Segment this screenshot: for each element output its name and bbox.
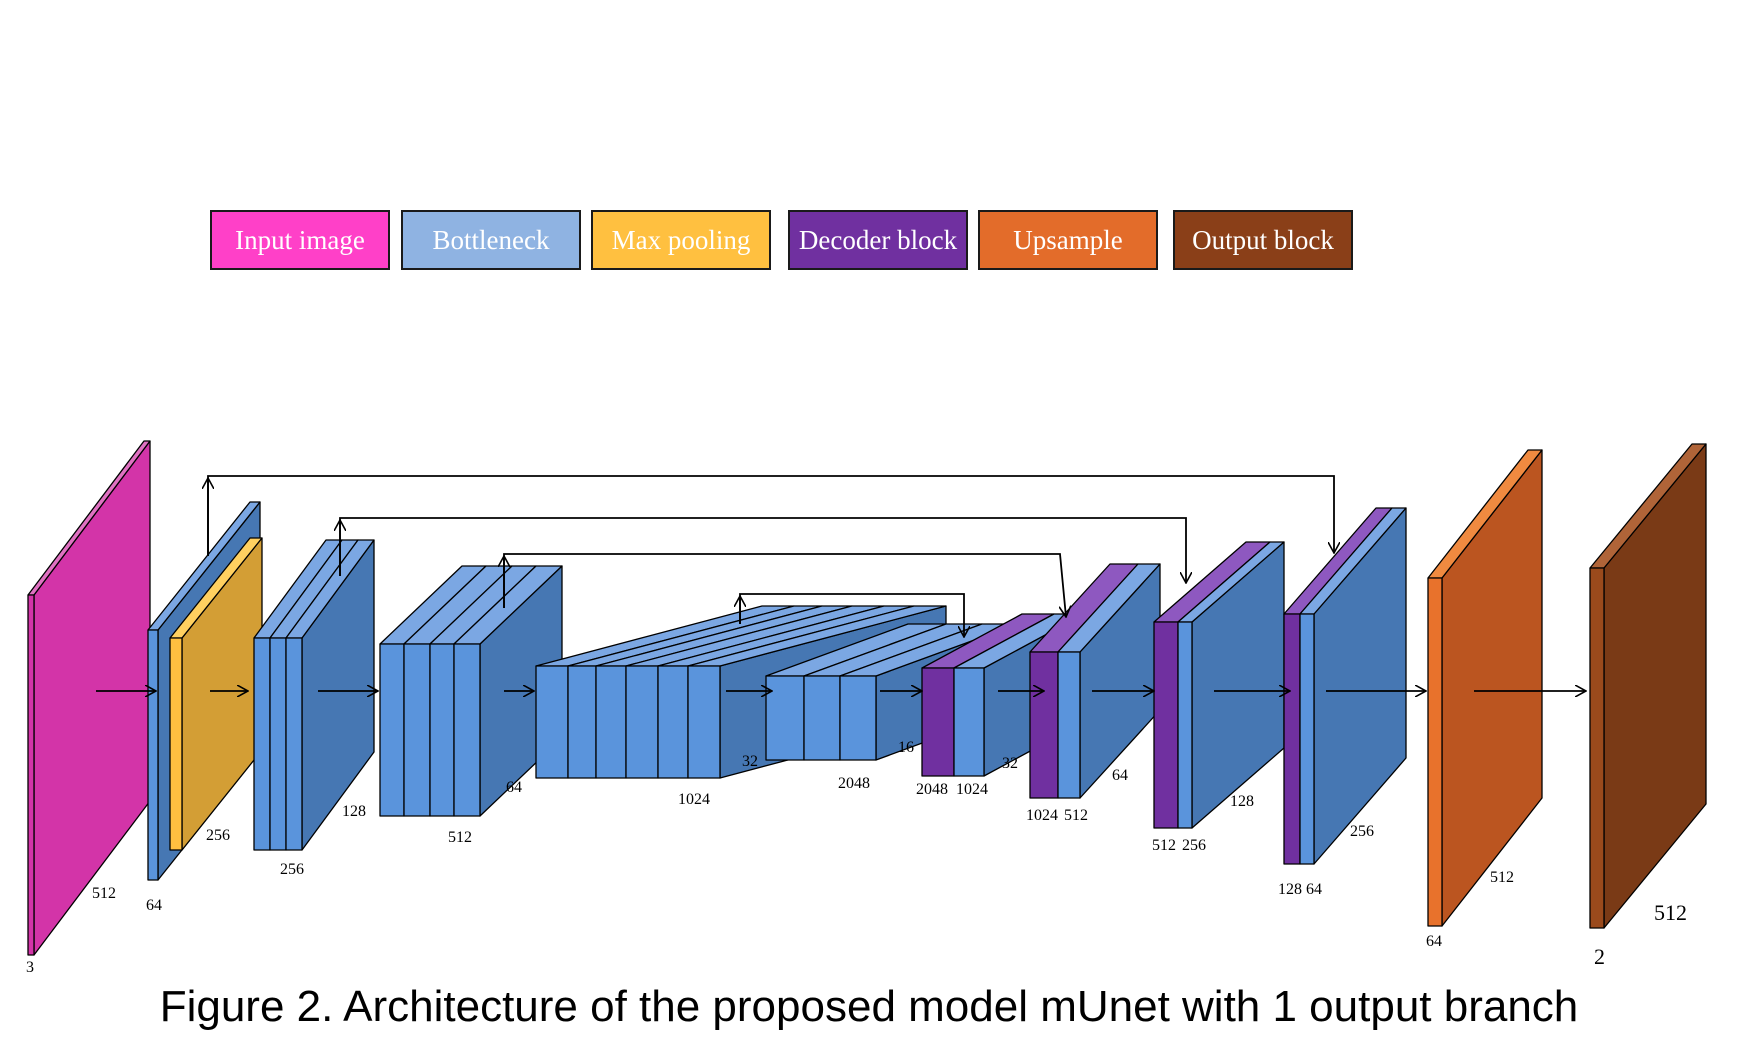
legend-decoder-block: Decoder block <box>788 210 968 270</box>
block3-bottleneck <box>379 565 563 817</box>
block4-bottleneck-front-1 <box>567 665 597 779</box>
block5-bottleneck-front-2 <box>839 675 877 761</box>
dim-block1-64: 64 <box>146 897 162 914</box>
upsample-block-side <box>1441 449 1543 927</box>
block2-bottleneck-front-0 <box>253 637 271 851</box>
block5-bottleneck-front-1 <box>803 675 841 761</box>
decoder3-block-front-1 <box>1177 621 1193 829</box>
output-block <box>1589 443 1707 929</box>
connectors <box>96 475 1586 691</box>
upsample-block <box>1427 449 1543 927</box>
decoder4-block-front-1 <box>1299 613 1315 865</box>
output-block-front-0 <box>1589 567 1605 929</box>
dim-block5-2048: 2048 <box>838 775 870 792</box>
input-image-block <box>27 440 151 956</box>
legend-upsample: Upsample <box>978 210 1158 270</box>
dim-block1-256: 256 <box>206 827 230 844</box>
dim-dec2-1024: 1024 <box>1026 807 1058 824</box>
output-block-side <box>1603 443 1707 929</box>
block3-bottleneck-front-0 <box>379 643 405 817</box>
legend-output-block-label: Output block <box>1192 224 1334 255</box>
block3-bottleneck-front-1 <box>403 643 431 817</box>
dim-block3-64: 64 <box>506 779 522 796</box>
dim-dec1-2048: 2048 <box>916 781 948 798</box>
decoder1-block-front-0 <box>921 667 955 777</box>
upsample-block-front-0 <box>1427 577 1443 927</box>
legend-upsample-label: Upsample <box>1013 224 1123 255</box>
legend-input-image-label: Input image <box>235 224 365 255</box>
dim-input-512: 512 <box>92 885 116 902</box>
skip-connection-1 <box>207 475 1334 556</box>
block4-bottleneck-front-4 <box>657 665 689 779</box>
decoder3-block <box>1153 541 1285 829</box>
legend-max-pooling: Max pooling <box>591 210 771 270</box>
dim-block2-128: 128 <box>342 803 366 820</box>
legend-bottleneck: Bottleneck <box>401 210 581 270</box>
dim-dec1-1024: 1024 <box>956 781 988 798</box>
dim-block5-16: 16 <box>898 739 914 756</box>
block2-bottleneck-front-1 <box>269 637 287 851</box>
dim-upsample-64: 64 <box>1426 933 1442 950</box>
dim-dec2-512: 512 <box>1064 807 1088 824</box>
dim-output-2: 2 <box>1594 944 1605 969</box>
block4-bottleneck-front-2 <box>595 665 627 779</box>
decoder2-block-front-0 <box>1029 651 1059 799</box>
dim-dec3-256: 256 <box>1182 837 1206 854</box>
legend-input-image: Input image <box>210 210 390 270</box>
legend-bottleneck-label: Bottleneck <box>432 224 550 255</box>
dim-dec2-64: 64 <box>1112 767 1128 784</box>
decoder1-block-front-1 <box>953 667 985 777</box>
legend-decoder-block-label: Decoder block <box>798 224 958 255</box>
dim-block4-1024: 1024 <box>678 791 710 808</box>
block3-bottleneck-front-3 <box>453 643 481 817</box>
decoder4-block-front-0 <box>1283 613 1301 865</box>
dim-dec4-64: 64 <box>1306 881 1322 898</box>
input-image-block-front-0 <box>27 594 35 956</box>
block5-bottleneck-front-0 <box>765 675 805 761</box>
block1-maxpool-front-0 <box>169 637 183 851</box>
dim-dec4-256: 256 <box>1350 823 1374 840</box>
dim-output-512: 512 <box>1654 900 1687 925</box>
block3-bottleneck-front-2 <box>429 643 455 817</box>
decoder4-block <box>1283 507 1407 865</box>
block1-maxpool <box>169 537 263 851</box>
dim-dec4-128: 128 <box>1278 881 1302 898</box>
block4-bottleneck-front-0 <box>535 665 569 779</box>
dim-block2-256: 256 <box>280 861 304 878</box>
decoder2-block-front-1 <box>1057 651 1081 799</box>
dim-dec3-512: 512 <box>1152 837 1176 854</box>
legend-max-pooling-label: Max pooling <box>611 224 751 255</box>
legend-output-block: Output block <box>1173 210 1353 270</box>
block4-bottleneck-front-3 <box>625 665 659 779</box>
dim-block3-512: 512 <box>448 829 472 846</box>
block4-bottleneck-front-5 <box>687 665 721 779</box>
dim-input-3: 3 <box>26 959 34 976</box>
figure-caption: Figure 2. Architecture of the proposed m… <box>159 982 1579 1031</box>
dim-upsample-512: 512 <box>1490 869 1514 886</box>
decoder3-block-front-0 <box>1153 621 1179 829</box>
decoder2-block <box>1029 563 1161 799</box>
block2-bottleneck <box>253 539 375 851</box>
dim-dec3-128: 128 <box>1230 793 1254 810</box>
block1-bottleneck-front-0 <box>147 629 159 881</box>
dim-block4-32: 32 <box>742 753 758 770</box>
block2-bottleneck-front-2 <box>285 637 303 851</box>
dim-dec1-32: 32 <box>1002 755 1018 772</box>
